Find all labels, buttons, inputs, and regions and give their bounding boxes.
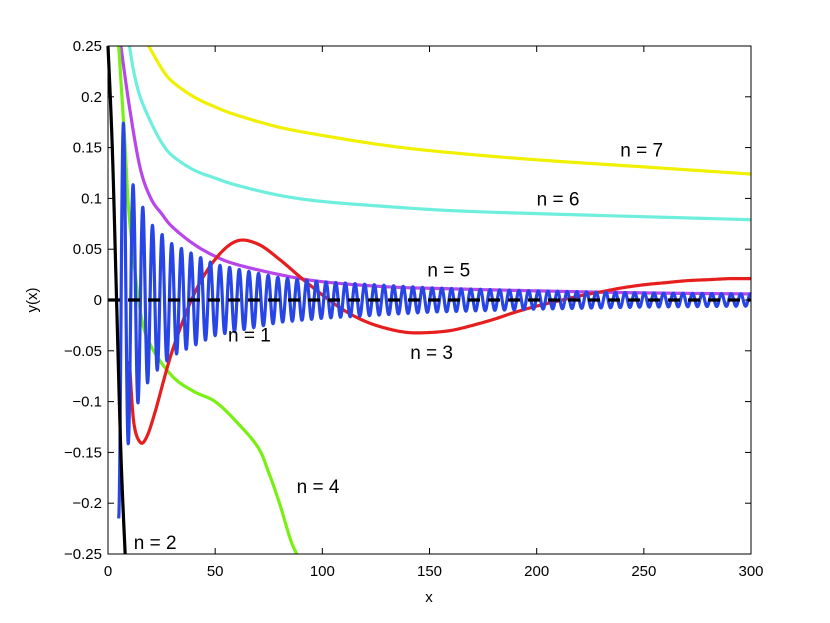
- y-tick-label: 0.15: [73, 140, 102, 157]
- x-tick-label: 0: [104, 563, 112, 580]
- y-tick-label: −0.1: [72, 394, 102, 411]
- x-tick-label: 300: [738, 563, 763, 580]
- y-tick-label: 0.25: [73, 38, 102, 55]
- y-axis-label: y(x): [24, 288, 41, 313]
- y-tick-label: 0: [94, 292, 102, 309]
- y-tick-label: −0.25: [64, 546, 102, 563]
- series-layer: [106, 45, 753, 555]
- y-tick-label: 0.2: [81, 89, 102, 106]
- x-tick-label: 200: [524, 563, 549, 580]
- annotation-n1: n = 1: [228, 326, 271, 347]
- y-tick-label: 0.1: [81, 190, 102, 207]
- x-tick-label: 100: [310, 563, 335, 580]
- annotation-n3: n = 3: [410, 343, 453, 364]
- y-tick-label: 0.05: [73, 241, 102, 258]
- y-tick-label: −0.2: [72, 495, 102, 512]
- annotation-n7: n = 7: [620, 141, 663, 162]
- annotation-n4: n = 4: [297, 477, 340, 498]
- x-axis-label: x: [425, 589, 433, 606]
- series-line-n7: [147, 45, 752, 176]
- x-tick-label: 150: [417, 563, 442, 580]
- series-line-n1: [117, 121, 753, 519]
- ticks-layer: 0 50 100 150 200 250 3000.250.20.150.10.050−0.…: [64, 38, 763, 580]
- y-tick-label: −0.15: [64, 444, 102, 461]
- x-tick-label: 250: [631, 563, 656, 580]
- x-tick-label: 50: [207, 563, 224, 580]
- y-tick-label: −0.05: [64, 343, 102, 360]
- annotation-n6: n = 6: [537, 190, 580, 211]
- series-line-n6: [127, 45, 752, 222]
- annotation-n2: n = 2: [134, 533, 177, 554]
- annotation-layer: n = 7 n = 6 n = 5 n = 1 n = 3 n = 4 n = 2: [134, 141, 663, 554]
- annotation-n5: n = 5: [427, 261, 470, 282]
